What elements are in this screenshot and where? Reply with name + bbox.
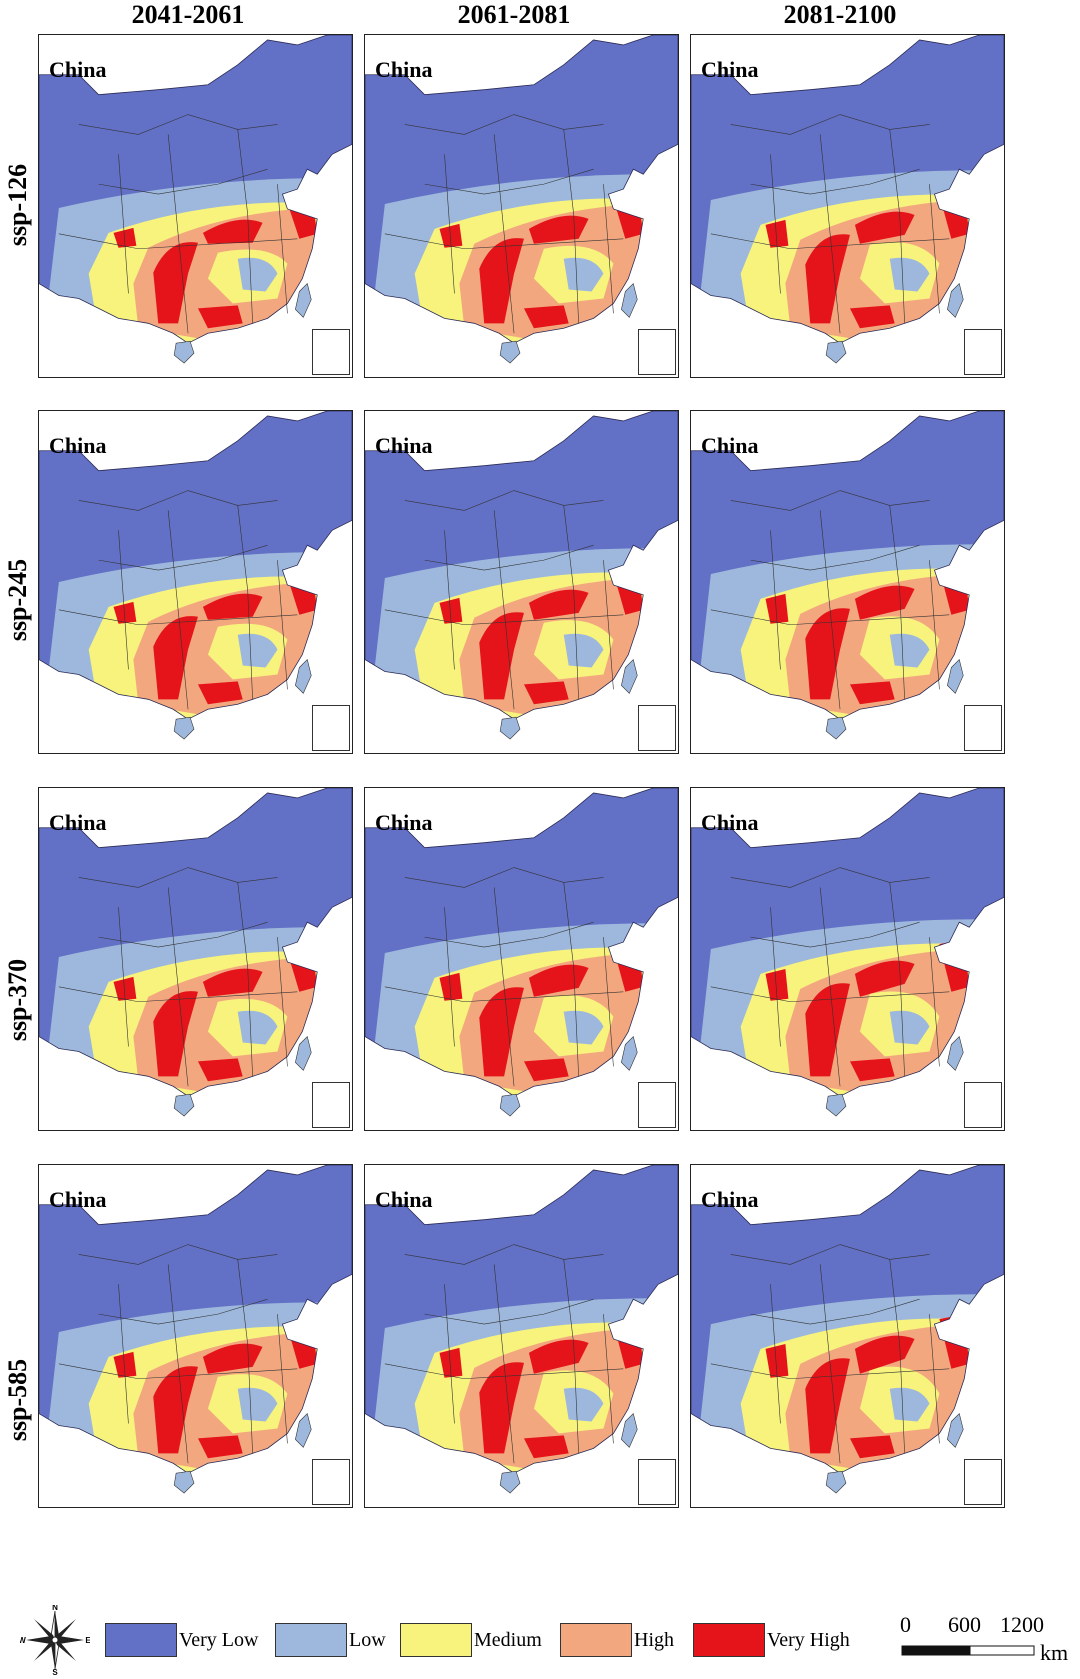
scale-tick-0: 0 bbox=[900, 1612, 911, 1637]
legend-item-medium: Medium bbox=[400, 1622, 542, 1658]
suitability-map bbox=[691, 411, 1004, 753]
suitability-map bbox=[365, 35, 678, 377]
legend-item-very-high: Very High bbox=[693, 1622, 850, 1658]
panel-label: China bbox=[49, 57, 107, 82]
south-china-sea-inset bbox=[964, 1459, 1002, 1505]
legend-swatch bbox=[400, 1623, 472, 1657]
compass-rose-icon: N S E W bbox=[20, 1605, 90, 1675]
map-panel: China bbox=[690, 410, 1005, 754]
legend-label: High bbox=[634, 1628, 674, 1651]
south-china-sea-inset bbox=[964, 1082, 1002, 1128]
scale-tick-1200: 1200 bbox=[1000, 1612, 1044, 1637]
scale-bar-graphic bbox=[901, 1645, 1035, 1656]
panel-label: China bbox=[49, 810, 107, 835]
suitability-map bbox=[39, 788, 352, 1130]
panel-label: China bbox=[49, 433, 107, 458]
row-header-3: ssp-370 bbox=[3, 958, 33, 1042]
map-panel: China bbox=[364, 34, 679, 378]
map-panel: China bbox=[38, 787, 353, 1131]
south-china-sea-inset bbox=[638, 329, 676, 375]
legend-label: Medium bbox=[474, 1628, 542, 1651]
row-header-4: ssp-585 bbox=[3, 1358, 33, 1442]
panel-label: China bbox=[701, 433, 759, 458]
legend-item-low: Low bbox=[275, 1622, 386, 1658]
suitability-map bbox=[691, 35, 1004, 377]
panel-label: China bbox=[375, 810, 433, 835]
scale-tick-600: 600 bbox=[948, 1612, 981, 1637]
panel-label: China bbox=[375, 1187, 433, 1212]
map-panel: China bbox=[38, 34, 353, 378]
panel-label: China bbox=[701, 810, 759, 835]
legend-swatch bbox=[693, 1623, 765, 1657]
map-panel: China bbox=[364, 1164, 679, 1508]
panel-label: China bbox=[375, 57, 433, 82]
legend: Very Low Low Medium High Very High bbox=[0, 1610, 1080, 1679]
south-china-sea-inset bbox=[312, 705, 350, 751]
suitability-map bbox=[39, 411, 352, 753]
map-panel: China bbox=[364, 410, 679, 754]
south-china-sea-inset bbox=[964, 705, 1002, 751]
legend-swatch bbox=[560, 1623, 632, 1657]
suitability-map bbox=[365, 411, 678, 753]
panel-label: China bbox=[375, 433, 433, 458]
map-panel: China bbox=[690, 787, 1005, 1131]
panel-label: China bbox=[701, 57, 759, 82]
scale-unit: km bbox=[1040, 1640, 1069, 1665]
panel-label: China bbox=[701, 1187, 759, 1212]
scale-bar: 0 600 1200 km bbox=[900, 1612, 1075, 1672]
suitability-map bbox=[365, 788, 678, 1130]
south-china-sea-inset bbox=[638, 1459, 676, 1505]
svg-text:N: N bbox=[52, 1605, 58, 1612]
legend-item-very-low: Very Low bbox=[105, 1622, 258, 1658]
column-header-1: 2041-2061 bbox=[131, 0, 245, 29]
legend-label: Very High bbox=[767, 1628, 850, 1651]
south-china-sea-inset bbox=[964, 329, 1002, 375]
south-china-sea-inset bbox=[312, 1459, 350, 1505]
column-header-2: 2061-2081 bbox=[457, 0, 571, 29]
legend-item-high: High bbox=[560, 1622, 674, 1658]
map-panel: China bbox=[364, 787, 679, 1131]
south-china-sea-inset bbox=[312, 1082, 350, 1128]
svg-text:S: S bbox=[52, 1668, 58, 1675]
south-china-sea-inset bbox=[312, 329, 350, 375]
legend-label: Low bbox=[349, 1628, 386, 1651]
suitability-map bbox=[365, 1165, 678, 1507]
column-header-3: 2081-2100 bbox=[783, 0, 897, 29]
suitability-map bbox=[691, 1165, 1004, 1507]
map-panel: China bbox=[38, 410, 353, 754]
south-china-sea-inset bbox=[638, 1082, 676, 1128]
suitability-map bbox=[39, 1165, 352, 1507]
svg-text:W: W bbox=[20, 1636, 26, 1645]
row-header-1: ssp-126 bbox=[3, 163, 33, 247]
map-panel: China bbox=[38, 1164, 353, 1508]
south-china-sea-inset bbox=[638, 705, 676, 751]
row-header-2: ssp-245 bbox=[3, 558, 33, 642]
map-panel: China bbox=[690, 1164, 1005, 1508]
panel-label: China bbox=[49, 1187, 107, 1212]
legend-swatch bbox=[275, 1623, 347, 1657]
svg-text:E: E bbox=[85, 1636, 90, 1645]
suitability-map bbox=[691, 788, 1004, 1130]
suitability-map bbox=[39, 35, 352, 377]
map-panel: China bbox=[690, 34, 1005, 378]
legend-swatch bbox=[105, 1623, 177, 1657]
legend-label: Very Low bbox=[179, 1628, 259, 1651]
